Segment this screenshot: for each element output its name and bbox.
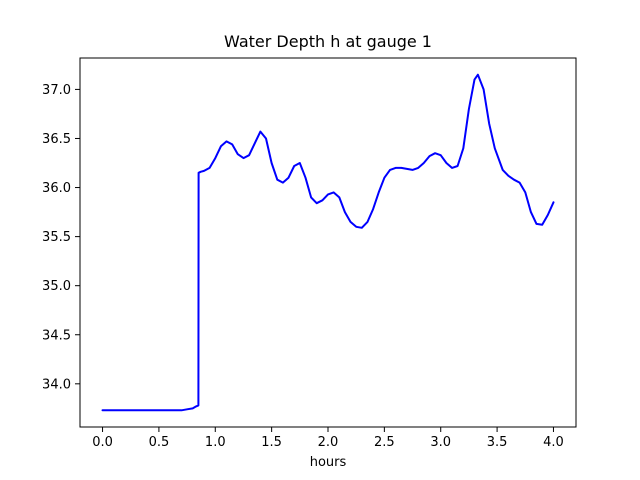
- x-tick-label: 3.5: [487, 435, 508, 450]
- x-tick-label: 4.0: [543, 435, 564, 450]
- x-axis-label: hours: [310, 455, 347, 470]
- y-tick-label: 35.5: [42, 230, 71, 245]
- axes-frame: [79, 57, 577, 428]
- y-tick-label: 34.5: [42, 328, 71, 343]
- x-tick-label: 1.5: [261, 435, 282, 450]
- x-axis-ticks: 0.0 0.5 1.0 1.5 2.0 2.5 3.0 3.5 4.0: [92, 427, 564, 450]
- y-tick-label: 34.0: [42, 377, 71, 392]
- x-tick-label: 0.5: [149, 435, 170, 450]
- x-tick-label: 0.0: [92, 435, 113, 450]
- x-tick-label: 2.0: [318, 435, 339, 450]
- x-tick-label: 1.0: [205, 435, 226, 450]
- y-tick-label: 35.0: [42, 279, 71, 294]
- chart-title: Water Depth h at gauge 1: [224, 32, 432, 51]
- x-tick-label: 3.0: [430, 435, 451, 450]
- depth-line: [101, 73, 555, 412]
- y-axis-ticks: 34.0 34.5 35.0 35.5 36.0 36.5 37.0: [42, 83, 80, 392]
- x-tick-label: 2.5: [374, 435, 395, 450]
- y-tick-label: 37.0: [42, 83, 71, 98]
- y-tick-label: 36.5: [42, 132, 71, 147]
- y-tick-label: 36.0: [42, 181, 71, 196]
